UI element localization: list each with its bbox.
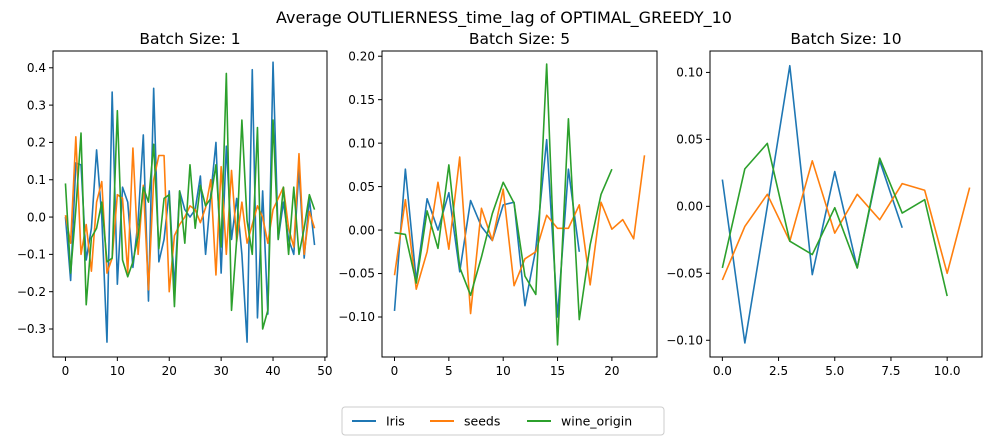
- panel-1-xtick-label: 0: [62, 364, 70, 378]
- legend: Iris seeds wine_origin: [341, 406, 665, 436]
- panel-1: Batch Size: 1 0 10 20 30 40 50 −0.3 −0.2 −0.1 0.0…: [17, 30, 333, 378]
- panel-2-ytick-label: −0.05: [338, 267, 375, 281]
- panel-1-xtick-label: 10: [110, 364, 125, 378]
- figure-suptitle: Average OUTLIERNESS_time_lag of OPTIMAL_…: [276, 8, 732, 28]
- panel-2-xtick-label: 5: [445, 364, 453, 378]
- panel-1-title: Batch Size: 1: [139, 30, 240, 48]
- panel-1-series-iris: [64, 61, 316, 343]
- panel-2-ytick-label: 0.15: [348, 93, 375, 107]
- panel-2-xtick-label: 0: [391, 364, 399, 378]
- panel-3-ytick-label: 0.00: [676, 200, 703, 214]
- panel-1-xtick-label: 30: [213, 364, 228, 378]
- panel-2-ytick-label: 0.20: [348, 49, 375, 63]
- panel-2: Batch Size: 5 0 5 10 15 20 −0.10 −0.05 0.00 0.05…: [338, 30, 658, 378]
- panel-2-ytick-label: −0.10: [338, 310, 375, 324]
- legend-frame: [341, 406, 665, 436]
- panel-3-title: Batch Size: 10: [790, 30, 901, 48]
- panel-3-series-wine-origin: [721, 142, 948, 297]
- panel-1-xtick-label: 50: [317, 364, 332, 378]
- panel-2-ytick-label: 0.00: [348, 223, 375, 237]
- panel-1-axes-frame: [52, 50, 328, 358]
- legend-label-iris: Iris: [386, 414, 405, 429]
- panel-2-axes-frame: [381, 50, 658, 358]
- panel-1-series-seeds: [64, 136, 316, 293]
- panel-2-title: Batch Size: 5: [469, 30, 570, 48]
- panel-3-ytick-label: 0.05: [676, 133, 703, 147]
- panel-3-ytick-label: −0.05: [666, 267, 703, 281]
- panel-3-xtick-label: 0.0: [713, 364, 732, 378]
- panel-3-xtick-label: 2.5: [769, 364, 788, 378]
- legend-label-wine-origin: wine_origin: [561, 414, 632, 429]
- panel-2-xtick-label: 20: [604, 364, 619, 378]
- panel-2-series-iris: [393, 138, 581, 318]
- panel-1-ytick-label: 0.4: [27, 61, 46, 75]
- panel-2-ytick-label: 0.05: [348, 180, 375, 194]
- panel-1-xtick-label: 40: [265, 364, 280, 378]
- panel-2-ytick-label: 0.10: [348, 136, 375, 150]
- panel-1-ytick-label: 0.2: [27, 136, 46, 150]
- panel-3-xtick-label: 7.5: [881, 364, 900, 378]
- panel-1-ytick-label: −0.2: [17, 285, 46, 299]
- panel-3-axes-frame: [709, 50, 983, 358]
- panel-2-xtick-label: 10: [496, 364, 511, 378]
- panel-2-series-seeds: [393, 155, 646, 315]
- panel-1-series-wine-origin: [64, 72, 316, 330]
- panel-3-xtick-label: 10.0: [934, 364, 961, 378]
- panel-3-series-iris: [721, 64, 903, 344]
- panel-1-ytick-label: 0.0: [27, 210, 46, 224]
- panel-1-ytick-label: 0.1: [27, 173, 46, 187]
- panel-3: Batch Size: 10 0.0 2.5 5.0 7.5 10.0 −0.10 −0.0…: [666, 30, 983, 378]
- panel-1-ytick-label: 0.3: [27, 98, 46, 112]
- panel-1-xtick-label: 20: [162, 364, 177, 378]
- panel-2-series-wine-origin: [394, 63, 613, 346]
- panel-1-ytick-label: −0.3: [17, 322, 46, 336]
- legend-label-seeds: seeds: [464, 414, 500, 429]
- panel-3-ytick-label: 0.10: [676, 66, 703, 80]
- panel-3-xtick-label: 5.0: [825, 364, 844, 378]
- panel-3-series-seeds: [721, 160, 971, 281]
- panel-2-xtick-label: 15: [550, 364, 565, 378]
- panel-1-ytick-label: −0.1: [17, 248, 46, 262]
- panel-3-ytick-label: −0.10: [666, 333, 703, 347]
